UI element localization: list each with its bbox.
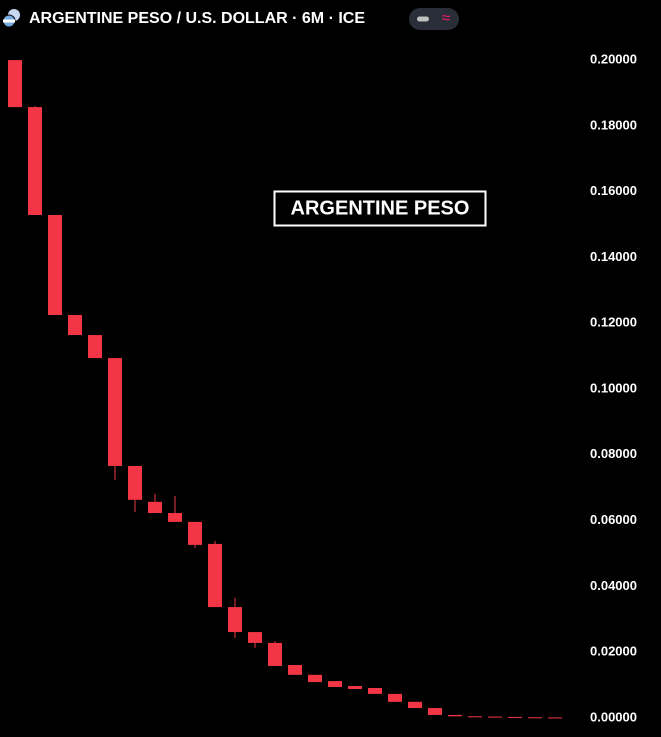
candle-body xyxy=(8,60,22,108)
candle-body xyxy=(368,687,382,694)
candle-body xyxy=(508,716,522,718)
candle-body xyxy=(388,693,402,702)
candle-body xyxy=(68,314,82,336)
candle-body xyxy=(548,717,562,719)
candle-body xyxy=(128,465,142,500)
candle-body xyxy=(168,512,182,522)
indicator-toggle[interactable]: ≈ xyxy=(409,8,459,30)
svg-text:≈: ≈ xyxy=(442,10,451,27)
candle-body xyxy=(468,716,482,718)
currency-icons xyxy=(2,9,20,28)
candle-body xyxy=(268,642,282,666)
y-tick-label: 0.08000 xyxy=(590,446,637,461)
candle-body xyxy=(88,335,102,359)
candle-body xyxy=(188,521,202,545)
candle-body xyxy=(248,632,262,643)
y-tick-label: 0.00000 xyxy=(590,709,637,724)
candle-body xyxy=(348,686,362,689)
y-tick-label: 0.18000 xyxy=(590,117,637,132)
candle-body xyxy=(528,717,542,719)
annotation: ARGENTINE PESO xyxy=(291,197,470,219)
y-tick-label: 0.04000 xyxy=(590,578,637,593)
candle-body xyxy=(428,708,442,715)
candle-body xyxy=(148,501,162,513)
candle-body xyxy=(308,674,322,683)
y-tick-label: 0.02000 xyxy=(590,644,637,659)
candle-body xyxy=(408,701,422,709)
candle-body xyxy=(48,214,62,315)
candle-body xyxy=(448,714,462,717)
candle-body xyxy=(488,716,502,718)
y-tick-label: 0.06000 xyxy=(590,512,637,527)
candle-body xyxy=(28,107,42,215)
y-tick-label: 0.10000 xyxy=(590,380,637,395)
candle-body xyxy=(108,358,122,466)
candle-body xyxy=(288,664,302,675)
chart-title: ARGENTINE PESO / U.S. DOLLAR · 6M · ICE xyxy=(29,10,365,27)
candle-body xyxy=(208,543,222,608)
annotation-box xyxy=(273,190,487,227)
y-tick-label: 0.16000 xyxy=(590,183,637,198)
y-tick-label: 0.12000 xyxy=(590,315,637,330)
y-tick-label: 0.14000 xyxy=(590,249,637,264)
candle-body xyxy=(228,607,242,633)
candle-body xyxy=(328,681,342,688)
y-tick-label: 0.20000 xyxy=(590,52,637,67)
